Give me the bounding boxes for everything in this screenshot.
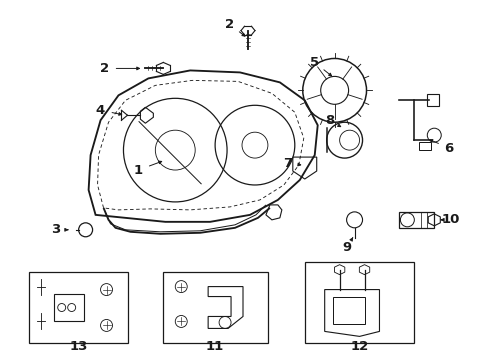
Text: 10: 10 [441,213,459,226]
Text: 4: 4 [96,104,105,117]
Bar [419,142,430,150]
Bar [54,293,83,321]
Text: 2: 2 [100,62,109,75]
Text: 13: 13 [69,340,88,353]
Bar [304,262,413,343]
Bar [29,272,128,343]
Bar [399,212,433,228]
Text: 3: 3 [51,223,60,236]
Text: 11: 11 [205,340,224,353]
Text: 12: 12 [350,340,368,353]
Text: 8: 8 [325,114,334,127]
Text: 7: 7 [283,157,292,170]
Bar [163,272,267,343]
Bar [427,94,438,106]
Text: 1: 1 [134,163,142,176]
Text: 6: 6 [444,141,453,155]
Text: 5: 5 [309,56,319,69]
Text: 9: 9 [341,241,350,254]
Text: 2: 2 [225,18,234,31]
Bar [332,297,364,324]
